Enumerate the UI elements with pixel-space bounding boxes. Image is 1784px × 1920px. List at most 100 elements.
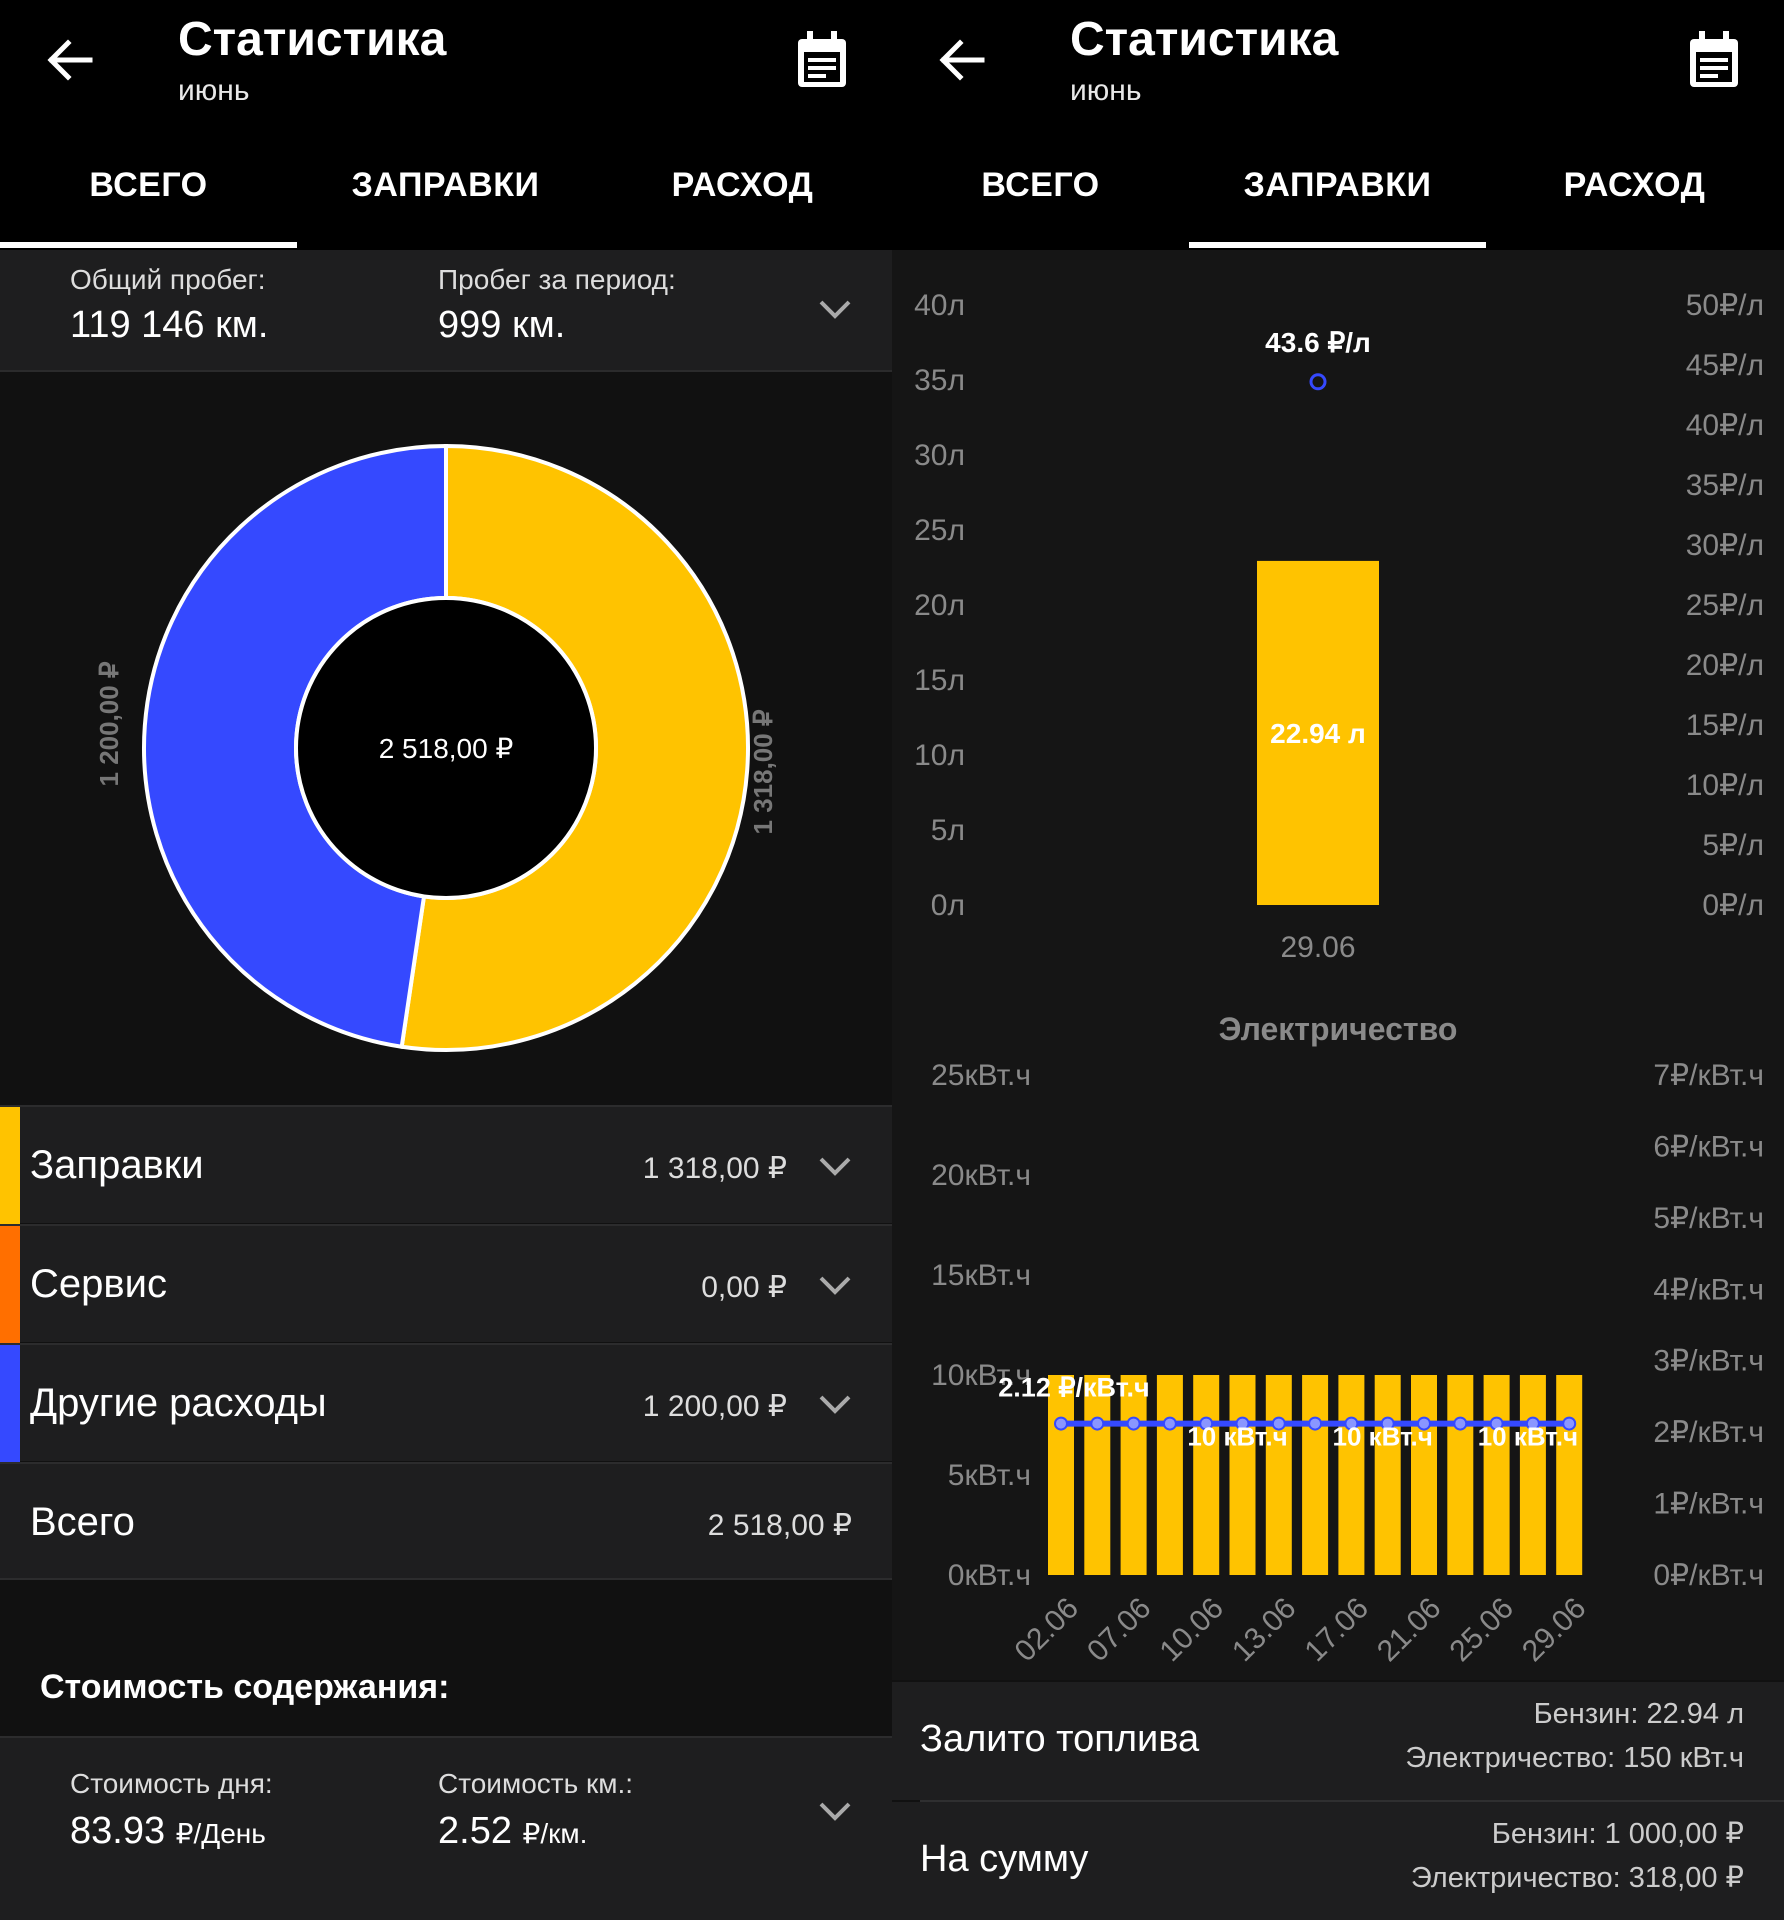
back-arrow-icon[interactable]: [932, 30, 992, 90]
tab-total[interactable]: ВСЕГО: [89, 166, 208, 204]
y-tick-label-right: 0₽/л: [1702, 889, 1764, 922]
y-tick-label-right: 5₽/кВт.ч: [1653, 1202, 1764, 1235]
tab-refuels[interactable]: ЗАПРАВКИ: [1243, 166, 1432, 204]
price-line-point[interactable]: [1525, 1416, 1540, 1431]
electricity-bar[interactable]: [1411, 1375, 1437, 1575]
y-tick-label-right: 7₽/кВт.ч: [1653, 1059, 1764, 1092]
tab-refuels[interactable]: ЗАПРАВКИ: [351, 166, 540, 204]
chevron-down-icon[interactable]: [818, 1274, 852, 1296]
y-tick-label-left: 30л: [914, 439, 965, 472]
y-tick-label-right: 50₽/л: [1686, 289, 1764, 322]
bar-value-label: 10 кВт.ч: [1187, 1422, 1287, 1452]
calendar-icon[interactable]: [1687, 30, 1741, 90]
electricity-bar[interactable]: [1338, 1375, 1365, 1575]
fuel-cost-electricity: Электричество: 318,00 ₽: [1410, 1862, 1744, 1894]
y-tick-label-right: 25₽/л: [1686, 589, 1764, 622]
electricity-bar[interactable]: [1084, 1375, 1111, 1575]
price-line-point[interactable]: [1489, 1416, 1504, 1431]
price-line-point[interactable]: [1235, 1416, 1250, 1431]
y-tick-label-left: 25кВт.ч: [931, 1059, 1031, 1092]
chevron-down-icon[interactable]: [818, 1393, 852, 1415]
electricity-bar[interactable]: [1556, 1375, 1583, 1575]
electricity-bar[interactable]: [1156, 1375, 1183, 1575]
calendar-icon[interactable]: [795, 30, 849, 90]
price-point[interactable]: [1309, 373, 1327, 391]
category-row-total: Всего 2 518,00 ₽: [0, 1462, 892, 1580]
line-value-label: 2.12 ₽/кВт.ч: [998, 1373, 1149, 1403]
total-mileage-value: 119 146 км.: [70, 304, 269, 346]
km-cost-label: Стоимость км.:: [438, 1768, 634, 1799]
petrol-bar[interactable]: [1257, 560, 1379, 905]
price-line-point[interactable]: [1417, 1416, 1431, 1431]
category-color-bar: [0, 1226, 20, 1344]
km-cost-number: 2.52: [438, 1810, 512, 1852]
electricity-bar[interactable]: [1265, 1375, 1292, 1575]
category-row-service[interactable]: Сервис 0,00 ₽: [0, 1224, 892, 1344]
price-line-point[interactable]: [1162, 1416, 1177, 1431]
price-line-point[interactable]: [1562, 1416, 1577, 1431]
electricity-bar[interactable]: [1302, 1375, 1329, 1575]
category-name: Всего: [30, 1500, 135, 1544]
bar-value-label: 10 кВт.ч: [1333, 1422, 1433, 1452]
back-arrow-icon[interactable]: [40, 30, 100, 90]
maintenance-summary[interactable]: Стоимость дня: 83.93 ₽/День Стоимость км…: [0, 1736, 892, 1920]
y-tick-label-right: 5₽/л: [1702, 829, 1764, 862]
price-line-point[interactable]: [1199, 1416, 1214, 1431]
period-subtitle: июнь: [178, 74, 250, 107]
category-row-other[interactable]: Другие расходы 1 200,00 ₽: [0, 1343, 892, 1463]
fuel-filled-petrol: Бензин: 22.94 л: [1533, 1698, 1744, 1730]
tab-total[interactable]: ВСЕГО: [981, 166, 1100, 204]
category-name: Другие расходы: [30, 1381, 327, 1425]
electricity-bar[interactable]: [1483, 1375, 1510, 1575]
day-cost-number: 83.93: [70, 1810, 166, 1852]
chevron-down-icon[interactable]: [818, 1800, 852, 1822]
electricity-bar[interactable]: [1120, 1375, 1147, 1575]
mileage-summary[interactable]: Общий пробег: 119 146 км. Пробег за пери…: [0, 250, 892, 372]
y-tick-label-left: 40л: [914, 289, 965, 322]
page-title: Статистика: [1070, 13, 1339, 66]
price-line-point[interactable]: [1453, 1416, 1468, 1431]
price-line-point[interactable]: [1380, 1416, 1395, 1431]
price-line-point[interactable]: [1090, 1416, 1105, 1431]
bar-value-label: 10 кВт.ч: [1478, 1422, 1578, 1452]
electricity-bar[interactable]: [1447, 1375, 1474, 1575]
y-tick-label-right: 45₽/л: [1686, 349, 1764, 382]
charts-svg: 0л 5л 10л 15л 20л 25л 30л 35л 40л 0₽/л 5₽/л 10₽/л 15…: [914, 289, 1764, 1668]
price-line-point[interactable]: [1054, 1416, 1068, 1431]
donut-right-label: 1 318,00 ₽: [748, 709, 778, 834]
price-line-point[interactable]: [1126, 1416, 1141, 1431]
electricity-chart-title: Электричество: [1219, 1011, 1458, 1047]
x-tick-label: 13.06: [1226, 1592, 1302, 1668]
price-point-label: 43.6 ₽/л: [1265, 327, 1371, 358]
y-tick-label-right: 30₽/л: [1686, 529, 1764, 562]
category-amount: 0,00 ₽: [701, 1271, 787, 1304]
day-cost-unit: ₽/День: [175, 1818, 266, 1849]
chevron-down-icon[interactable]: [818, 1155, 852, 1177]
tab-expenses[interactable]: РАСХОД: [1563, 166, 1706, 204]
maintenance-title: Стоимость содержания:: [40, 1668, 450, 1706]
electricity-bar[interactable]: [1229, 1375, 1256, 1575]
y-tick-label-right: 40₽/л: [1686, 409, 1764, 442]
y-tick-label-right: 0₽/кВт.ч: [1653, 1559, 1764, 1592]
electricity-bar[interactable]: [1374, 1375, 1401, 1575]
chevron-down-icon[interactable]: [818, 298, 852, 320]
tab-expenses[interactable]: РАСХОД: [671, 166, 814, 204]
x-tick-label: 07.06: [1081, 1592, 1157, 1668]
category-name: Заправки: [30, 1143, 204, 1187]
price-line-point[interactable]: [1271, 1416, 1286, 1431]
y-tick-label-right: 6₽/кВт.ч: [1653, 1130, 1764, 1163]
electricity-bar[interactable]: [1193, 1375, 1220, 1575]
price-line-point[interactable]: [1344, 1416, 1359, 1431]
y-tick-label-left: 15кВт.ч: [931, 1259, 1031, 1292]
price-line-point[interactable]: [1308, 1416, 1323, 1431]
period-subtitle: июнь: [1070, 74, 1142, 107]
period-mileage-value: 999 км.: [438, 304, 566, 346]
y-tick-label-left: 35л: [914, 364, 965, 397]
page-title: Статистика: [178, 13, 447, 66]
y-tick-label-left: 20л: [914, 589, 965, 622]
electricity-bar[interactable]: [1519, 1375, 1546, 1575]
category-row-refuels[interactable]: Заправки 1 318,00 ₽: [0, 1105, 892, 1225]
x-tick-label: 29.06: [1280, 931, 1355, 964]
electricity-bar[interactable]: [1048, 1375, 1074, 1575]
y-tick-label-right: 2₽/кВт.ч: [1653, 1416, 1764, 1449]
